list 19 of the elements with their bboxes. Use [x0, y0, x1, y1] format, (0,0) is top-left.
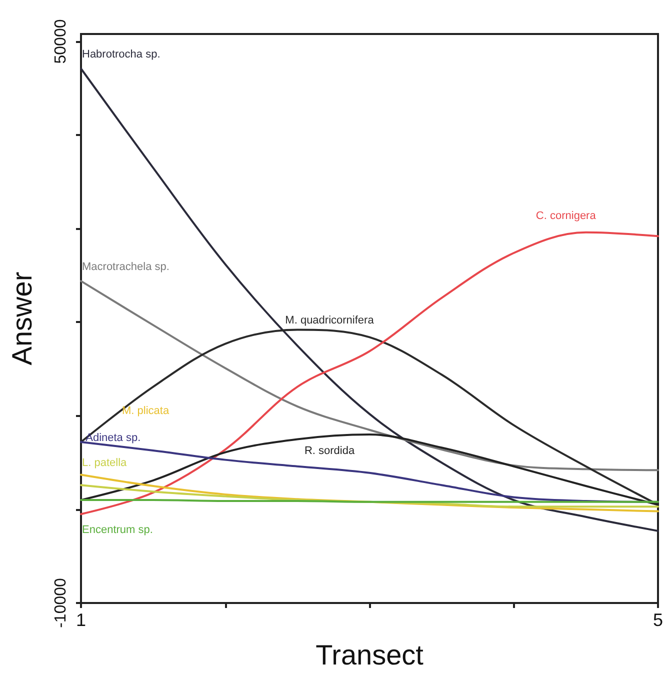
x-tick-label: 5 — [652, 610, 664, 630]
series-label: L. patella — [82, 457, 128, 470]
y-axis-title: Answer — [6, 272, 38, 366]
line-series — [80, 231, 659, 516]
series-label: Habrotrocha sp. — [82, 48, 160, 61]
text: M. plicata — [122, 404, 170, 417]
y-tick-label: -10000 — [52, 578, 70, 628]
series-label: Adineta sp. — [86, 432, 141, 444]
series-label: R. sordida — [304, 445, 356, 458]
series-label: C. cornigera — [536, 210, 597, 222]
x-axis-title: Transect — [316, 640, 424, 670]
series-label: Macrotrachela sp. — [82, 261, 170, 274]
y-tick-label: 50000 — [52, 19, 70, 64]
line-series — [80, 474, 659, 512]
series-label: M. quadricornifera — [285, 314, 375, 327]
x-tick-label: 1 — [76, 610, 86, 630]
line-series — [80, 280, 659, 472]
line-series — [80, 484, 659, 508]
text: Encentrum sp. — [82, 524, 153, 536]
